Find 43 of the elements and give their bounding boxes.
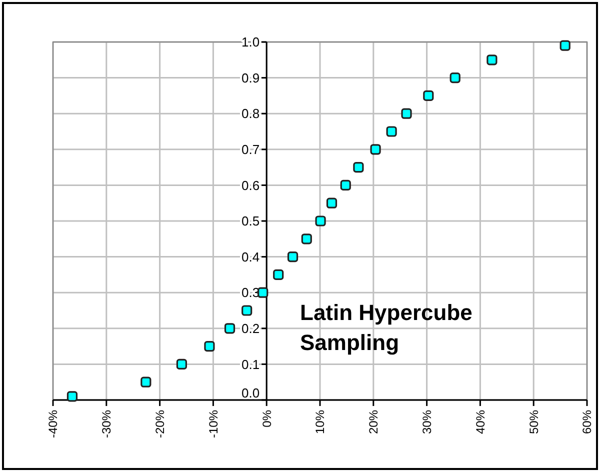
x-tick-label: -40% [46, 410, 60, 438]
point [560, 40, 570, 51]
point [486, 54, 498, 66]
point [242, 305, 252, 316]
x-tick-label: 10% [313, 410, 328, 434]
point [423, 90, 434, 101]
y-tick-label: 0.5 [242, 214, 260, 229]
x-tick-label: 40% [473, 410, 488, 434]
point [326, 198, 338, 208]
x-tick-label: 20% [366, 410, 381, 434]
x-tick-label: -20% [153, 410, 167, 438]
y-tick-label: 0.8 [242, 106, 260, 122]
point [287, 252, 298, 262]
x-tick-label: 30% [420, 410, 434, 434]
annotation: Latin Hypercube Sampling [300, 300, 472, 355]
x-tick-label: -30% [100, 410, 114, 438]
point [258, 287, 268, 298]
point [370, 144, 381, 155]
point [340, 180, 351, 190]
y-tick-label: 0.1 [242, 356, 260, 372]
y-tick-label: 0.2 [242, 320, 260, 336]
point [66, 391, 78, 402]
y-tick-label: 0.0 [242, 386, 260, 401]
point [386, 126, 397, 137]
x-tick-label: 0% [260, 410, 274, 428]
point [176, 358, 187, 370]
point [273, 269, 284, 280]
y-tick-label: 0.7 [242, 142, 260, 157]
point [315, 216, 326, 226]
point [450, 72, 460, 84]
x-tick-label: 50% [526, 410, 541, 434]
x-tick-label: 60% [580, 410, 594, 434]
x-tick-label: -10% [206, 410, 220, 438]
point [224, 323, 236, 334]
point [140, 376, 152, 388]
y-tick-label: 1.0 [242, 34, 260, 50]
point [204, 341, 215, 352]
y-tick-label: 0.4 [242, 249, 260, 264]
point [301, 234, 312, 244]
y-tick-label: 0.6 [242, 178, 260, 193]
point [353, 162, 364, 173]
point [401, 108, 412, 119]
y-tick-label: 0.9 [242, 70, 260, 86]
